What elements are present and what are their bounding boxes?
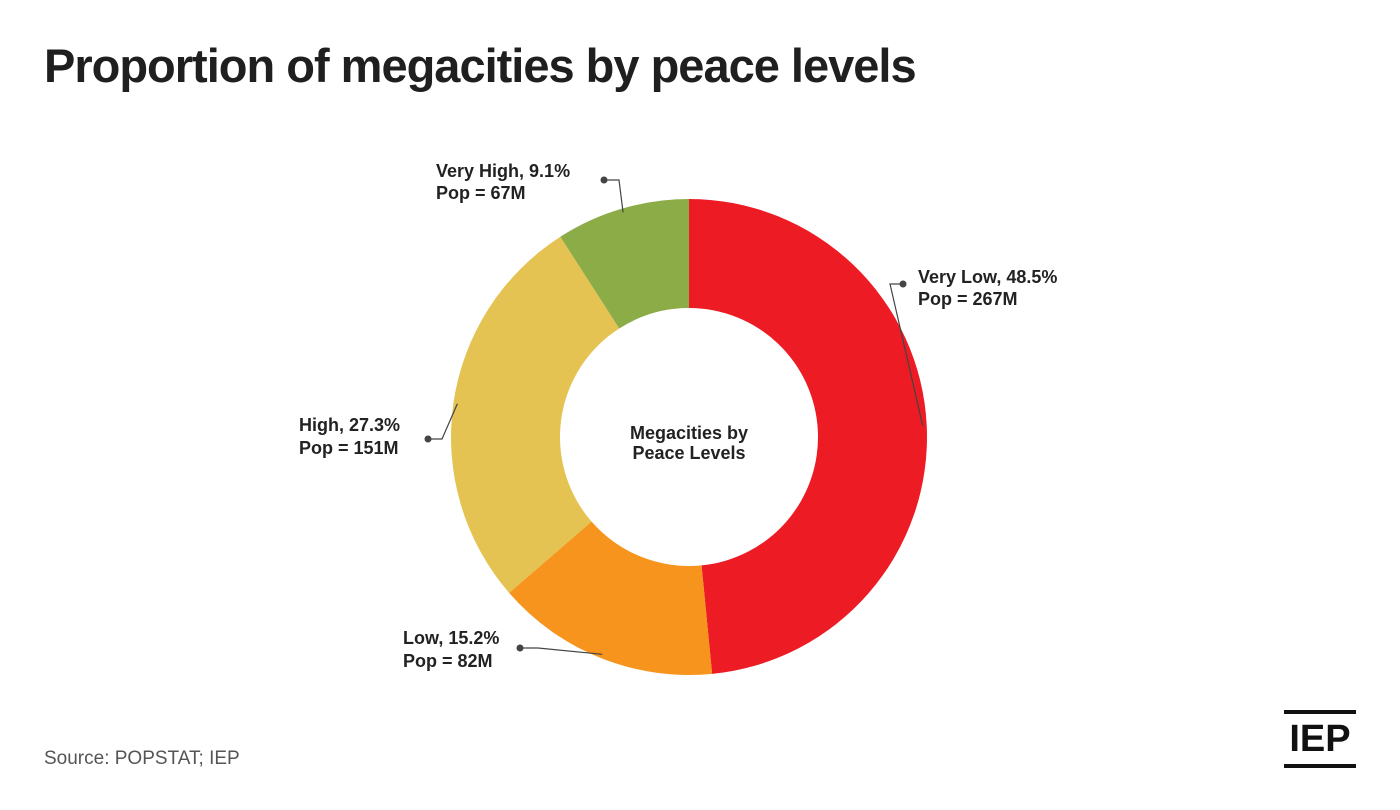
leader-line-very-high	[604, 179, 624, 213]
center-label-line-1: Megacities by	[630, 423, 748, 443]
center-label-line-2: Peace Levels	[632, 443, 745, 463]
leader-dot-high	[424, 435, 432, 443]
slice-name-high: High	[299, 415, 339, 435]
slice-high	[450, 236, 620, 593]
slice-pop-very-low: Pop = 267M	[918, 289, 1018, 309]
slice-label-high: High, 27.3%	[299, 415, 400, 435]
logo-text: IEP	[1289, 718, 1351, 760]
slice-pct-very-high: 9.1%	[529, 161, 570, 181]
slice-label-very-high: Very High, 9.1%	[436, 161, 570, 181]
slice-pop-high: Pop = 151M	[299, 438, 399, 458]
slice-name-low: Low	[403, 628, 440, 648]
chart-title: Proportion of megacities by peace levels	[44, 39, 917, 92]
label-leaders	[424, 176, 924, 655]
slice-pct-high: 27.3%	[349, 415, 400, 435]
leader-dot-low	[516, 644, 524, 652]
donut-slices	[450, 199, 928, 675]
slice-label-low: Low, 15.2%	[403, 628, 499, 648]
iep-logo: IEP	[1284, 710, 1356, 768]
slice-pct-very-low: 48.5%	[1006, 267, 1057, 287]
slice-very-low	[689, 199, 928, 674]
logo-top-rule	[1284, 710, 1356, 714]
slice-label-very-low: Very Low, 48.5%	[918, 267, 1057, 287]
slice-very-high	[560, 199, 689, 329]
slice-pop-low: Pop = 82M	[403, 651, 493, 671]
leader-line-low	[520, 647, 603, 655]
source-note: Source: POPSTAT; IEP	[44, 748, 240, 769]
logo-bottom-rule	[1284, 764, 1356, 768]
leader-line-high	[428, 403, 458, 440]
slice-low	[509, 521, 713, 675]
slice-pop-very-high: Pop = 67M	[436, 183, 526, 203]
slice-pct-low: 15.2%	[448, 628, 499, 648]
slice-name-very-high: Very High	[436, 161, 519, 181]
leader-dot-very-low	[899, 280, 907, 288]
leader-dot-very-high	[600, 176, 608, 184]
leader-line-very-low	[889, 283, 924, 426]
slice-name-very-low: Very Low	[918, 267, 998, 287]
